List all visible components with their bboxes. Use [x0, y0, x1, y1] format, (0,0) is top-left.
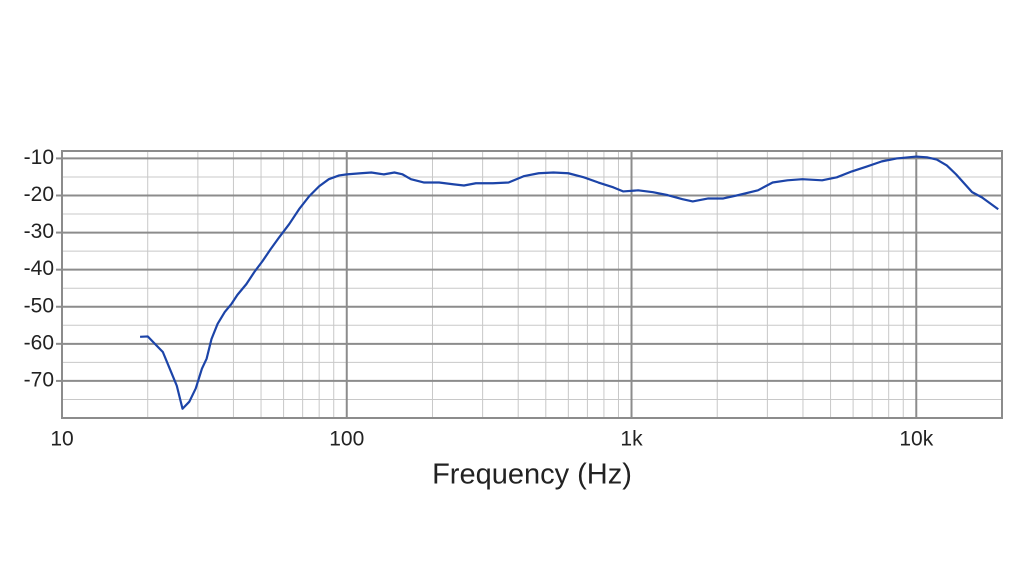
x-tick-label: 10 — [50, 428, 73, 451]
x-tick-label: 1k — [620, 428, 643, 451]
x-tick-label: 10k — [899, 428, 933, 451]
y-tick-label: -30 — [24, 220, 54, 243]
y-tick-label: -50 — [24, 294, 54, 317]
y-tick-label: -40 — [24, 257, 54, 280]
y-tick-label: -60 — [24, 331, 54, 354]
y-tick-label: -10 — [24, 146, 54, 169]
y-tick-label: -20 — [24, 183, 54, 206]
response-curve — [140, 155, 999, 410]
x-axis-title: Frequency (Hz) — [432, 459, 632, 491]
y-tick-label: -70 — [24, 368, 54, 391]
x-tick-label: 100 — [329, 428, 364, 451]
plot-frame — [61, 150, 1003, 419]
